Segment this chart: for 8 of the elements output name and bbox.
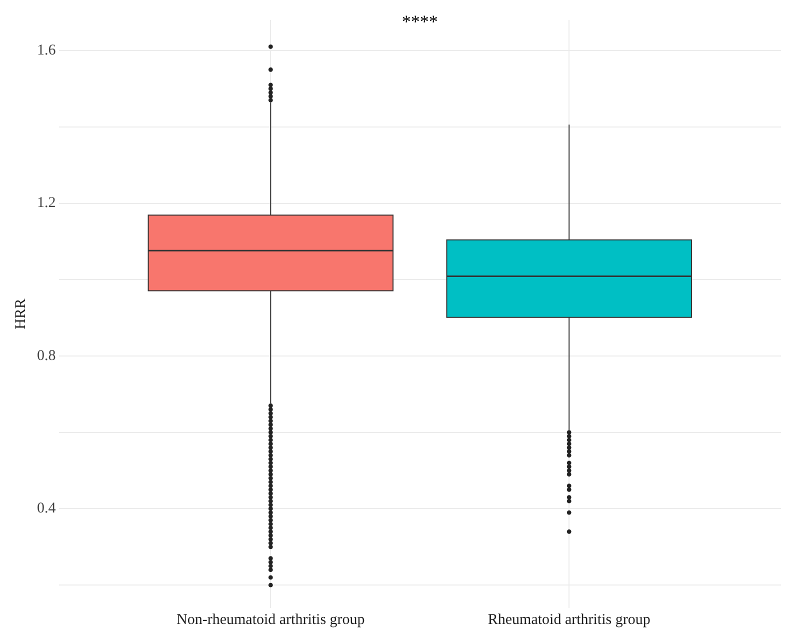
y-tick-label: 1.6 (37, 42, 56, 58)
annotation: **** (402, 12, 438, 32)
y-tick-label: 1.2 (37, 195, 56, 212)
x-tick-label: Non-rheumatoid arthritis group (176, 612, 365, 628)
y-axis-title: HRR (12, 298, 29, 330)
y-tick-label: 0.4 (37, 500, 56, 517)
x-tick-label: Rheumatoid arthritis group (488, 612, 650, 628)
y-tick-label: 0.8 (37, 348, 56, 364)
